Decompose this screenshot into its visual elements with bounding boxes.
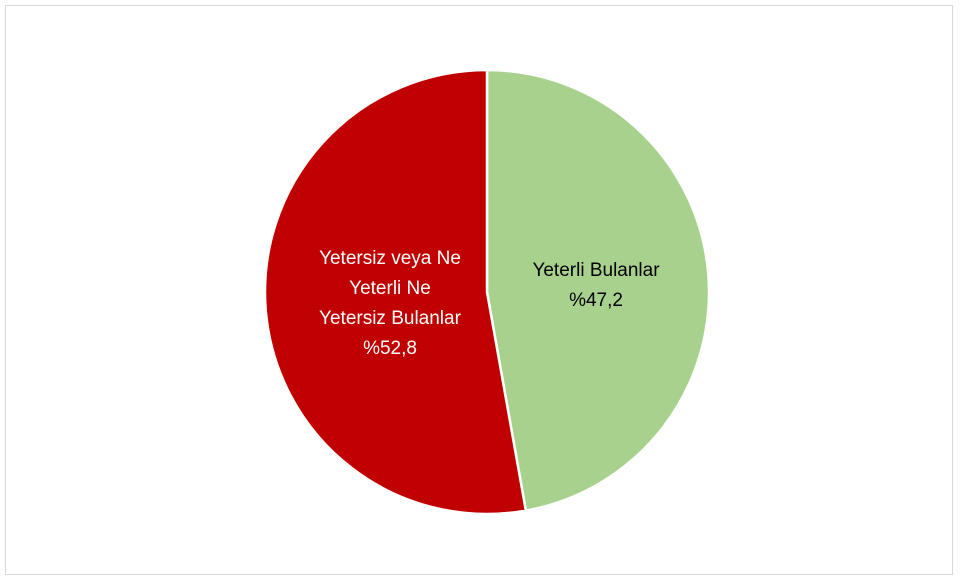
pie-slice-label-line: Yeterli Bulanlar [532, 260, 660, 281]
pie-slice-label-1: Yeterli Bulanlar %47,2 [532, 260, 660, 311]
pie-slice-label-line: Yetersiz Bulanlar [319, 308, 462, 329]
pie-slice-value-label: %47,2 [569, 290, 623, 311]
pie-slice-2 [263, 68, 528, 516]
pie-slice-label-line: Yeterli Ne [349, 278, 431, 299]
pie-slice-value-label: %52,8 [363, 338, 417, 359]
pie-slice-label-2: Yetersiz veya Ne Yeterli Ne Yetersiz Bulan… [319, 248, 462, 359]
pie-slice-1 [485, 68, 711, 512]
pie-slice-label-line: Yetersiz veya Ne [319, 248, 461, 269]
pie-slices [263, 68, 711, 516]
